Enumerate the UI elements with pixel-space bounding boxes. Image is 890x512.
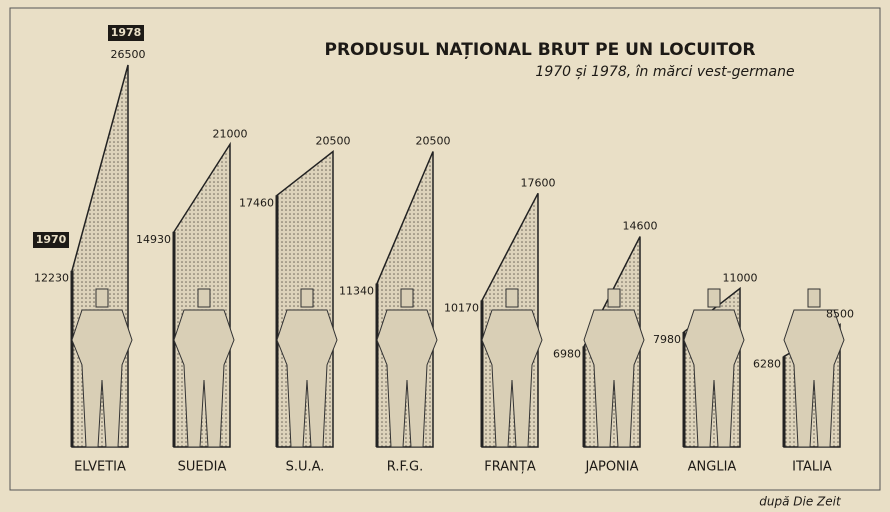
figure-head — [708, 289, 720, 307]
frame — [10, 8, 880, 490]
x-tick-label: ANGLIA — [688, 460, 737, 475]
value-label-1970: 17460 — [239, 196, 274, 209]
value-label-1978: 17600 — [521, 176, 556, 189]
figure-head — [96, 289, 108, 307]
value-label-1978: 14600 — [623, 220, 658, 233]
value-label-1978: 20500 — [416, 134, 451, 147]
value-label-1978: 8500 — [826, 307, 854, 320]
legend-label: 1978 — [111, 26, 142, 39]
figure-head — [401, 289, 413, 307]
x-tick-label: S.U.A. — [286, 460, 325, 475]
value-label-1970: 6980 — [553, 347, 581, 360]
value-label-1970: 11340 — [339, 285, 374, 298]
value-label-1970: 7980 — [653, 333, 681, 346]
x-tick-label: R.F.G. — [387, 460, 423, 475]
x-tick-label: SUEDIA — [178, 460, 227, 475]
x-tick-label: ITALIA — [792, 460, 832, 475]
chart-title: PRODUSUL NAȚIONAL BRUT PE UN LOCUITOR — [324, 40, 755, 60]
value-label-1978: 11000 — [723, 271, 758, 284]
figure-head — [608, 289, 620, 307]
source: după Die Zeit — [759, 495, 842, 509]
value-label-1970: 12230 — [34, 272, 69, 285]
chart-subtitle: 1970 și 1978, în mărci vest-germane — [535, 64, 794, 80]
chart: PRODUSUL NAȚIONAL BRUT PE UN LOCUITOR 19… — [0, 0, 890, 512]
value-label-1978: 20500 — [316, 134, 351, 147]
value-label-1970: 10170 — [444, 301, 479, 314]
x-tick-label: FRANȚA — [484, 460, 536, 475]
figure-head — [301, 289, 313, 307]
value-label-1970: 6280 — [753, 357, 781, 370]
figure-head — [808, 289, 820, 307]
x-tick-label: ELVETIA — [74, 460, 126, 475]
legend-label: 1970 — [36, 233, 67, 246]
figure-head — [506, 289, 518, 307]
value-label-1978: 21000 — [213, 127, 248, 140]
x-tick-label: JAPONIA — [584, 460, 638, 475]
value-label-1970: 14930 — [136, 233, 171, 246]
figure-head — [198, 289, 210, 307]
value-label-1978: 26500 — [111, 48, 146, 61]
